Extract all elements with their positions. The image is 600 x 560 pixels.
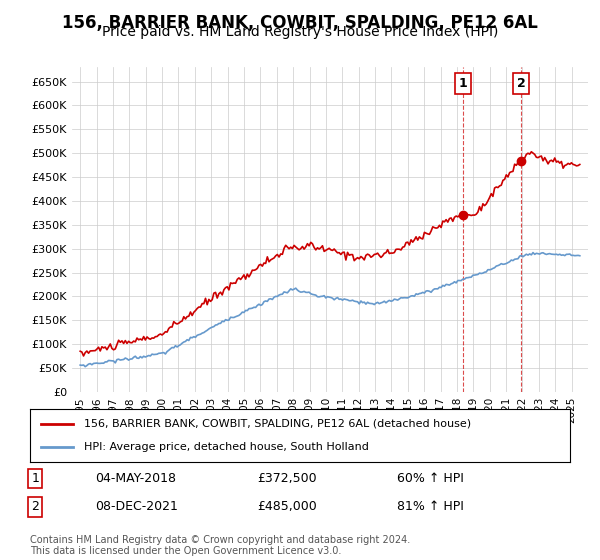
Text: 04-MAY-2018: 04-MAY-2018 [95,472,176,485]
Text: 60% ↑ HPI: 60% ↑ HPI [397,472,464,485]
Text: 156, BARRIER BANK, COWBIT, SPALDING, PE12 6AL (detached house): 156, BARRIER BANK, COWBIT, SPALDING, PE1… [84,419,471,429]
Text: £485,000: £485,000 [257,501,317,514]
Text: HPI: Average price, detached house, South Holland: HPI: Average price, detached house, Sout… [84,442,369,452]
Text: 156, BARRIER BANK, COWBIT, SPALDING, PE12 6AL: 156, BARRIER BANK, COWBIT, SPALDING, PE1… [62,14,538,32]
Text: 1: 1 [458,77,467,90]
Text: 1: 1 [31,472,40,485]
Text: 2: 2 [517,77,526,90]
Text: £372,500: £372,500 [257,472,316,485]
Text: 2: 2 [31,501,40,514]
Text: Price paid vs. HM Land Registry's House Price Index (HPI): Price paid vs. HM Land Registry's House … [102,25,498,39]
Text: 08-DEC-2021: 08-DEC-2021 [95,501,178,514]
Text: 81% ↑ HPI: 81% ↑ HPI [397,501,464,514]
Text: Contains HM Land Registry data © Crown copyright and database right 2024.
This d: Contains HM Land Registry data © Crown c… [30,535,410,557]
